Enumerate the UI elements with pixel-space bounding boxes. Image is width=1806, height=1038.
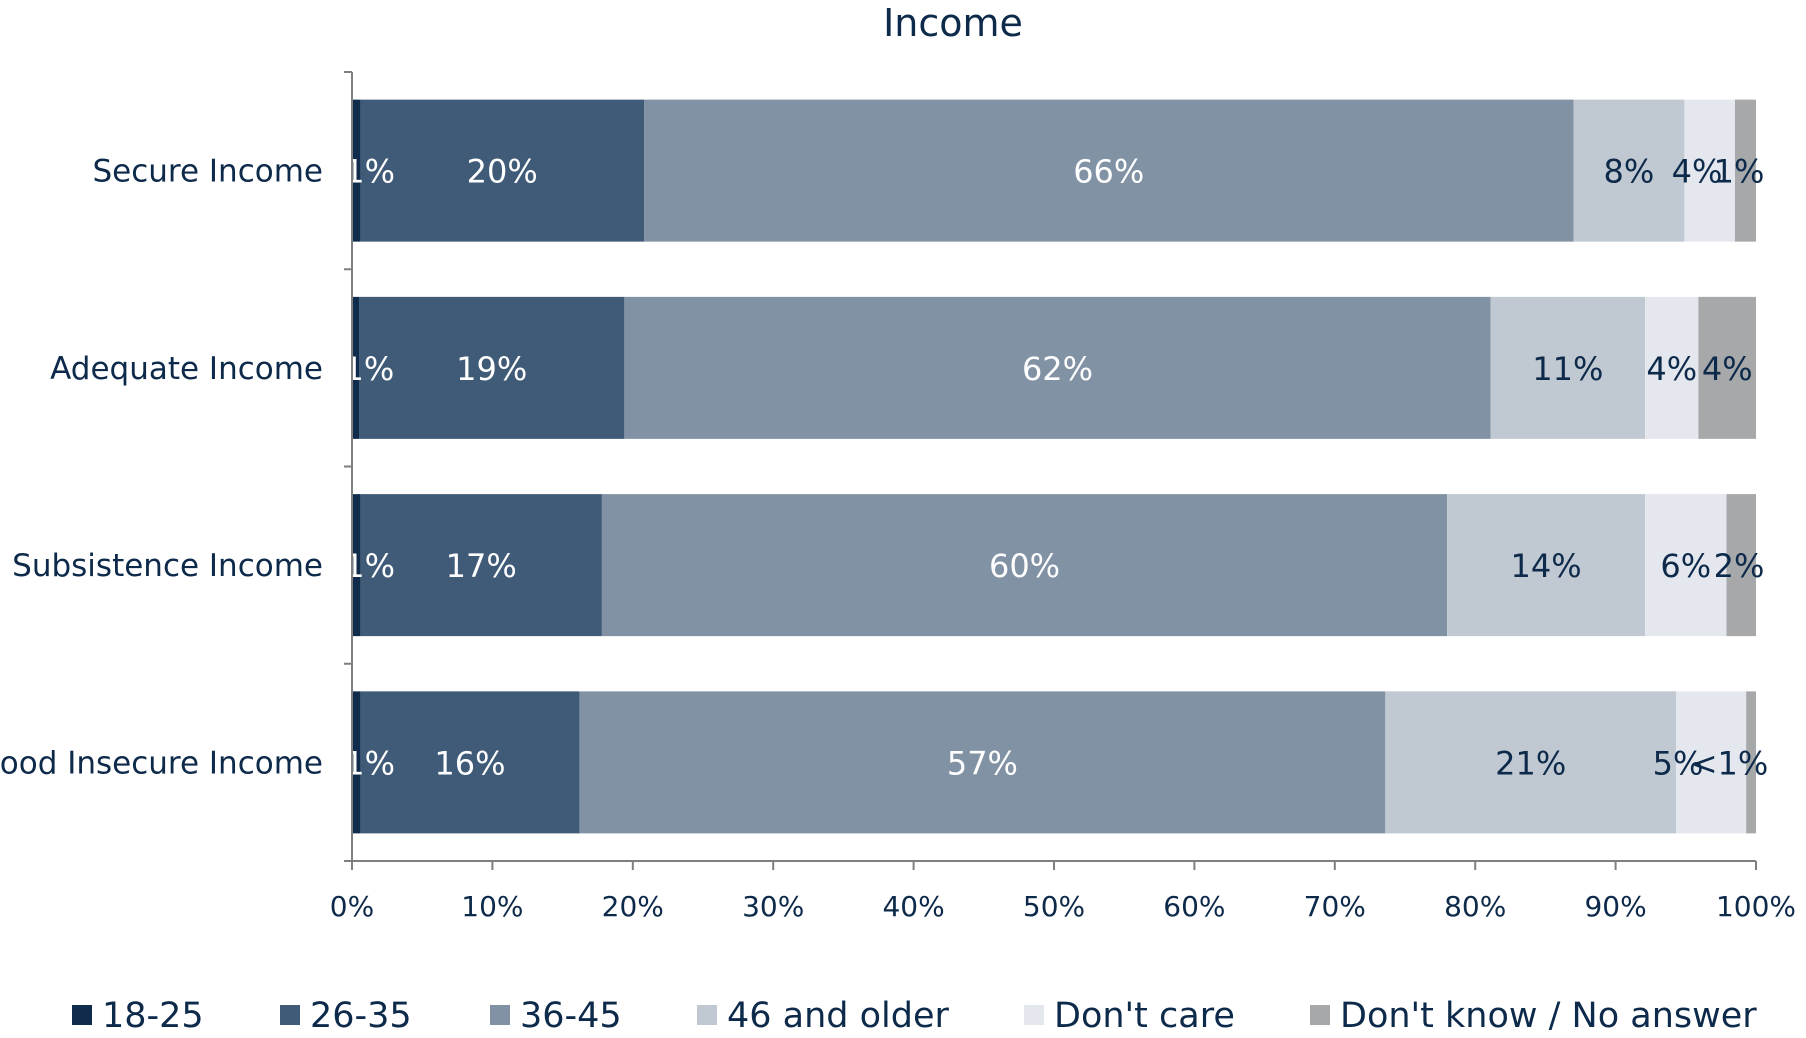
bar-segment (1726, 494, 1756, 637)
bar-segment (359, 296, 625, 439)
data-label: 11% (1532, 350, 1603, 388)
legend-swatch (1310, 1005, 1330, 1025)
legend-swatch (697, 1005, 717, 1025)
data-label: 8% (1604, 153, 1655, 191)
bar-segment (1734, 99, 1756, 242)
x-tick-label: 60% (1163, 890, 1225, 923)
bar-segment (1447, 494, 1646, 637)
data-label: 2% (1714, 547, 1765, 585)
bar-segment (1645, 494, 1727, 637)
legend-label: 18-25 (102, 996, 204, 1036)
bar-segment (1675, 691, 1747, 834)
bar-segment (624, 296, 1491, 439)
data-label: 17% (446, 547, 517, 585)
x-tick-label: 10% (461, 890, 523, 923)
data-label: 4% (1702, 350, 1753, 388)
data-label: 5% (1653, 744, 1704, 782)
chart-title: Income (883, 1, 1023, 45)
category-label: Secure Income (92, 154, 323, 190)
category-label: Food Insecure Income (0, 745, 323, 781)
data-label: 1% (1714, 153, 1765, 191)
data-label: 19% (456, 350, 527, 388)
legend-label: 26-35 (310, 996, 412, 1036)
bar-segment (1684, 99, 1735, 242)
x-tick-label: 80% (1444, 890, 1506, 923)
bar-segment (352, 691, 361, 834)
legend-swatch (280, 1005, 300, 1025)
x-tick-label: 0% (330, 890, 374, 923)
category-label: Adequate Income (50, 351, 323, 387)
data-label: 62% (1022, 350, 1093, 388)
legend-label: 36-45 (520, 996, 622, 1036)
data-labels-group: <1% 20% 66% 8% 4%1%<1% 19% 62% 11% 4% 4%<1% 17% 60%… (317, 153, 1769, 783)
bar-segment (579, 691, 1386, 834)
legend-swatch (72, 1005, 92, 1025)
bar-segment (360, 494, 602, 637)
bar-segment (601, 494, 1448, 637)
data-label: 4% (1672, 153, 1723, 191)
x-tick-label: 70% (1304, 890, 1366, 923)
data-label: 14% (1511, 547, 1582, 585)
legend: 18-25 26-35 36-45 46 and older Don't care Don… (72, 996, 1757, 1036)
bar-segment (1645, 296, 1699, 439)
data-label: <1% (317, 350, 395, 388)
data-label: 4% (1646, 350, 1697, 388)
data-label: 6% (1660, 547, 1711, 585)
data-label: <1% (317, 153, 395, 191)
legend-label: Don't care (1054, 996, 1235, 1036)
bar-segment (352, 296, 360, 439)
x-tick-label: 30% (742, 890, 804, 923)
data-label: 66% (1073, 153, 1144, 191)
legend-label: 46 and older (727, 996, 950, 1036)
x-tick-label: 100% (1716, 890, 1796, 923)
data-label: 20% (467, 153, 538, 191)
data-label: <1% (1691, 744, 1769, 782)
x-tick-label: 40% (882, 890, 944, 923)
data-label: 21% (1495, 744, 1566, 782)
legend-swatch (490, 1005, 510, 1025)
bar-segment (352, 99, 361, 242)
legend-label: Don't know / No answer (1340, 996, 1757, 1036)
x-tick-label: 20% (602, 890, 664, 923)
bar-segment (1490, 296, 1646, 439)
data-label: 60% (989, 547, 1060, 585)
bar-segment (1573, 99, 1685, 242)
bar-segment (352, 494, 361, 637)
bar-segment (360, 691, 580, 834)
data-label: <1% (317, 744, 395, 782)
legend-swatch (1024, 1005, 1044, 1025)
bar-segment (1746, 691, 1756, 834)
bar-segment (1698, 296, 1756, 439)
category-label: Subsistence Income (12, 548, 323, 584)
bars-group (352, 99, 1756, 834)
bar-segment (360, 99, 645, 242)
bar-segment (1385, 691, 1676, 834)
x-tick-label: 90% (1584, 890, 1646, 923)
data-label: <1% (317, 547, 395, 585)
bar-segment (644, 99, 1574, 242)
axes-group: Secure Income Adequate Income Subsistence … (0, 71, 1796, 923)
data-label: 16% (434, 744, 505, 782)
x-tick-label: 50% (1023, 890, 1085, 923)
data-label: 57% (947, 744, 1018, 782)
